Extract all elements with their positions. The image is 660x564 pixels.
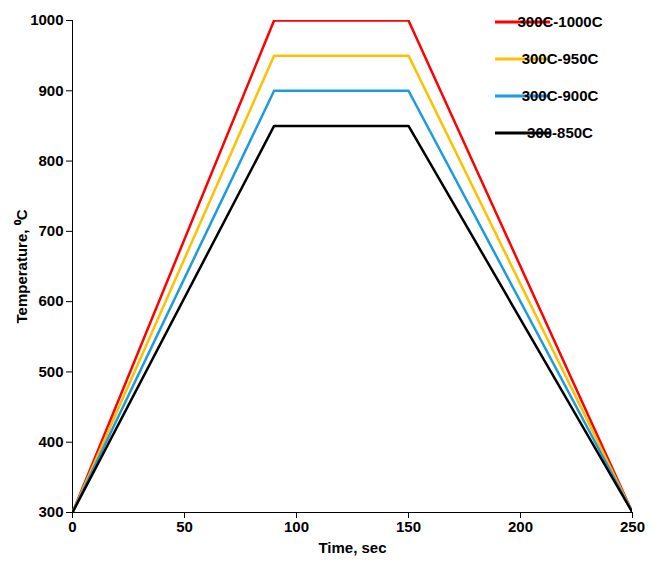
svg-text:200: 200 xyxy=(508,518,533,535)
svg-text:100: 100 xyxy=(284,518,309,535)
svg-text:300-850C: 300-850C xyxy=(527,124,593,141)
svg-text:500: 500 xyxy=(38,363,63,380)
svg-text:50: 50 xyxy=(176,518,193,535)
svg-text:800: 800 xyxy=(38,152,63,169)
svg-text:400: 400 xyxy=(38,433,63,450)
svg-text:700: 700 xyxy=(38,222,63,239)
svg-text:600: 600 xyxy=(38,292,63,309)
svg-text:900: 900 xyxy=(38,82,63,99)
svg-text:300: 300 xyxy=(38,503,63,520)
svg-text:1000: 1000 xyxy=(30,11,63,28)
svg-text:300C-1000C: 300C-1000C xyxy=(517,13,602,30)
svg-text:Time, sec: Time, sec xyxy=(318,539,386,556)
svg-text:150: 150 xyxy=(396,518,421,535)
svg-text:300C-950C: 300C-950C xyxy=(522,50,599,67)
svg-text:0: 0 xyxy=(68,518,76,535)
svg-text:Temperature, ⁰C: Temperature, ⁰C xyxy=(13,209,30,323)
svg-text:300C-900C: 300C-900C xyxy=(522,87,599,104)
svg-text:250: 250 xyxy=(620,518,645,535)
